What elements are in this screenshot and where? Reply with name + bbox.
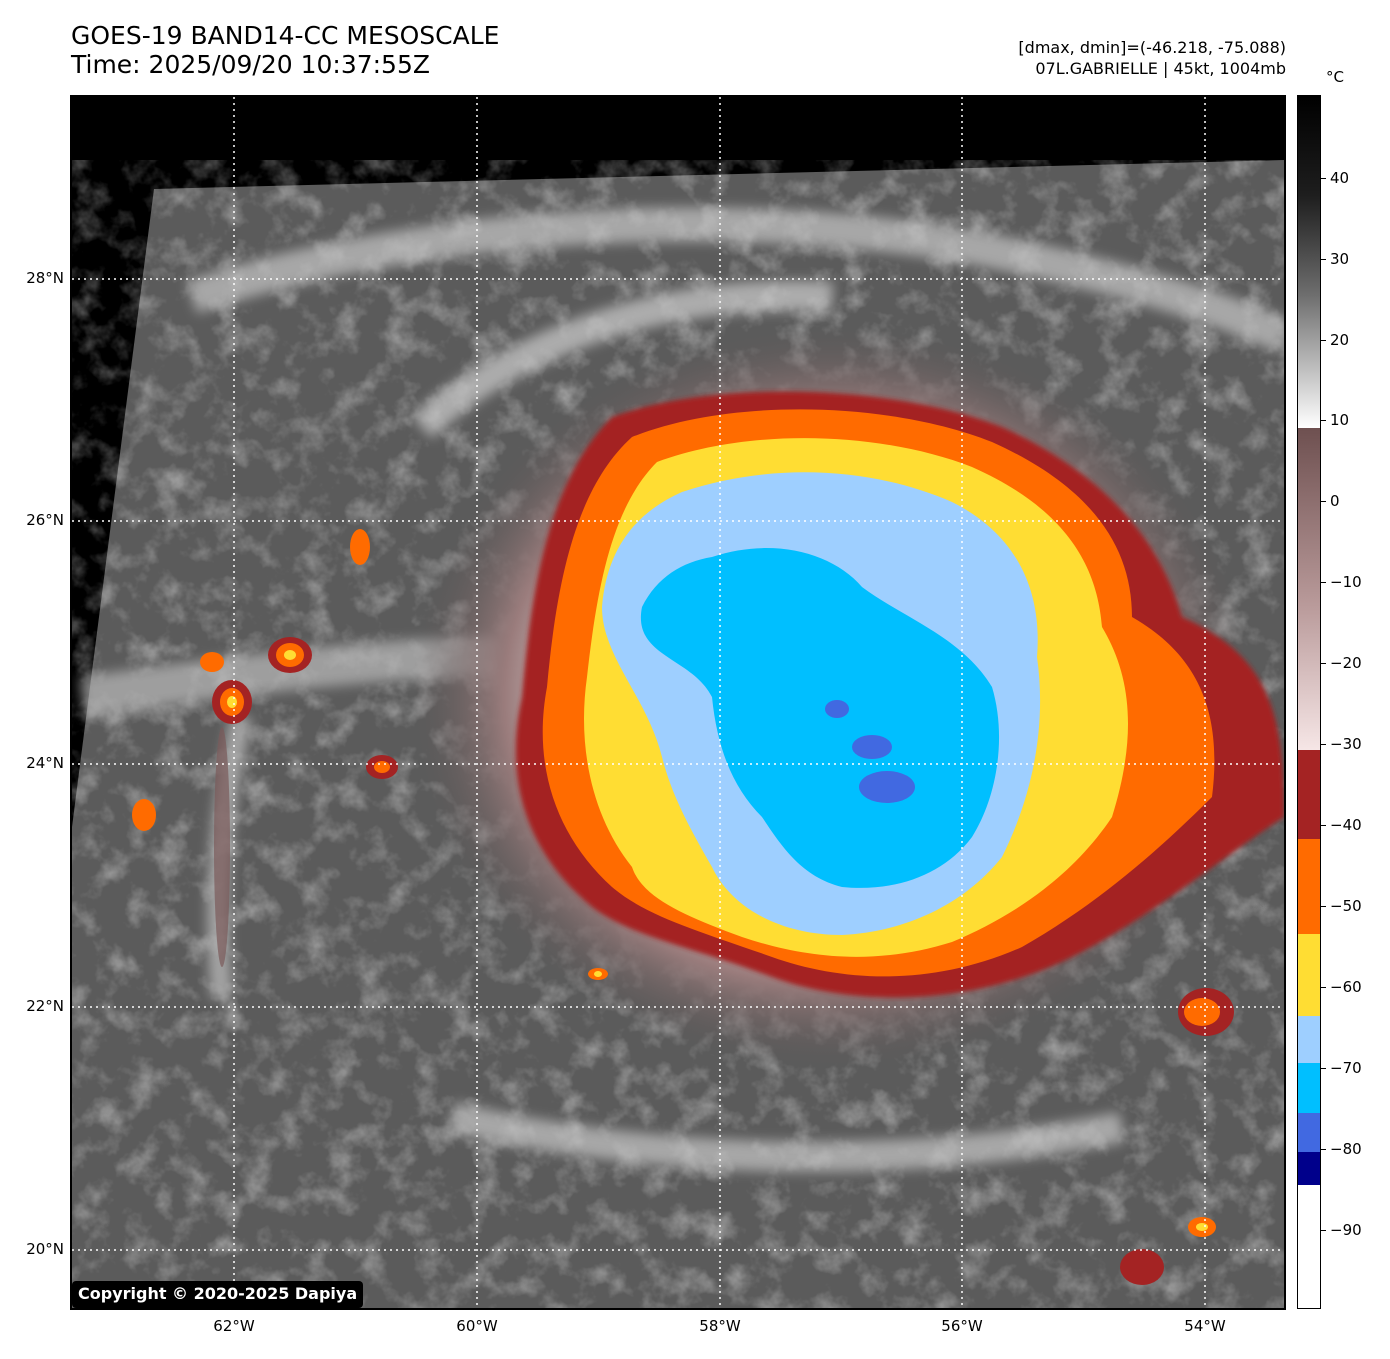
- image-title-time: Time: 2025/09/20 10:37:55Z: [71, 50, 430, 79]
- lon-label-56w: 56°W: [941, 1317, 983, 1335]
- cb-tick-mark: [1321, 663, 1326, 664]
- cb-tick-label: 40: [1330, 169, 1350, 187]
- cb-tick-mark: [1321, 501, 1326, 502]
- lon-label-58w: 58°W: [699, 1317, 741, 1335]
- lat-lon-grid: [72, 97, 1284, 1308]
- convective-cells: [132, 529, 1234, 1285]
- cb-tick-mark: [1321, 582, 1326, 583]
- lat-label-24n: 24°N: [26, 754, 64, 772]
- satellite-image: [70, 95, 1286, 1310]
- cb-tick-label: −20: [1330, 654, 1362, 672]
- colorbar-unit: °C: [1326, 68, 1344, 86]
- cb-band-minus80: [1298, 1113, 1320, 1152]
- cb-tick-label: −10: [1330, 573, 1362, 591]
- cb-band-minus52: [1298, 934, 1320, 1016]
- cb-tick-mark: [1321, 178, 1326, 179]
- cb-band-minus40: [1298, 839, 1320, 934]
- lat-label-28n: 28°N: [26, 269, 64, 287]
- cb-tick-mark: [1321, 1068, 1326, 1069]
- lon-label-60w: 60°W: [456, 1317, 498, 1335]
- cb-tick-label: −80: [1330, 1140, 1362, 1158]
- cb-tick-mark: [1321, 340, 1326, 341]
- storm-info-label: 07L.GABRIELLE | 45kt, 1004mb: [1035, 59, 1286, 78]
- cb-tick-label: 30: [1330, 250, 1350, 268]
- cb-tick-label: 0: [1330, 492, 1340, 510]
- cb-band-minus84: [1298, 1152, 1320, 1185]
- lat-label-20n: 20°N: [26, 1240, 64, 1258]
- cb-tick-label: −40: [1330, 816, 1362, 834]
- cb-tick-mark: [1321, 987, 1326, 988]
- data-range-label: [dmax, dmin]=(-46.218, -75.088): [1018, 38, 1286, 57]
- cb-band-minus72: [1298, 1063, 1320, 1113]
- cb-tick-mark: [1321, 1230, 1326, 1231]
- image-title-line1: GOES-19 BAND14-CC MESOSCALE: [71, 21, 500, 50]
- cb-tick-label: −50: [1330, 897, 1362, 915]
- storm-core: [515, 391, 1284, 998]
- cb-tick-mark: [1321, 906, 1326, 907]
- cb-tick-label: −30: [1330, 735, 1362, 753]
- lat-label-22n: 22°N: [26, 997, 64, 1015]
- lon-label-54w: 54°W: [1184, 1317, 1226, 1335]
- cb-band-minus62: [1298, 1016, 1320, 1063]
- cb-tick-label: 20: [1330, 331, 1350, 349]
- colorbar: [1297, 95, 1321, 1309]
- cb-tick-mark: [1321, 259, 1326, 260]
- cb-tick-label: −60: [1330, 978, 1362, 996]
- cb-tick-mark: [1321, 825, 1326, 826]
- copyright-label: Copyright © 2020-2025 Dapiya: [72, 1281, 364, 1308]
- cb-tick-label: −90: [1330, 1221, 1362, 1239]
- cb-tick-mark: [1321, 744, 1326, 745]
- cb-tick-mark: [1321, 420, 1326, 421]
- cb-tick-label: −70: [1330, 1059, 1362, 1077]
- cb-band-minus30: [1298, 750, 1320, 839]
- cb-tick-label: 10: [1330, 411, 1350, 429]
- lon-label-62w: 62°W: [213, 1317, 255, 1335]
- cb-tick-mark: [1321, 1149, 1326, 1150]
- lat-label-26n: 26°N: [26, 511, 64, 529]
